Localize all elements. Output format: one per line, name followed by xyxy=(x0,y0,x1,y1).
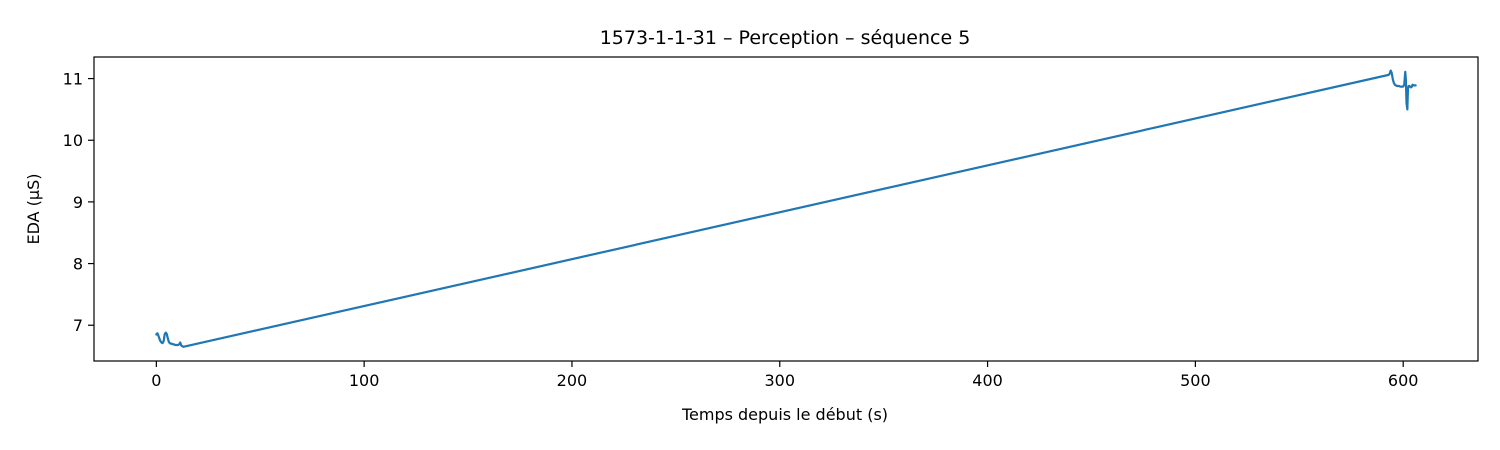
x-tick-label: 600 xyxy=(1388,371,1419,390)
x-tick-label: 0 xyxy=(151,371,161,390)
x-axis-label: Temps depuis le début (s) xyxy=(681,405,888,424)
x-tick-label: 200 xyxy=(557,371,588,390)
plot-area: 0 100 200 300 400 500 600 7 8 9 10 11 xyxy=(63,56,1479,390)
x-tick-label: 400 xyxy=(972,371,1003,390)
y-tick-label: 9 xyxy=(73,193,83,212)
series-line-1 xyxy=(155,69,1417,348)
y-tick-label: 11 xyxy=(63,70,83,89)
x-tick-label: 100 xyxy=(349,371,380,390)
y-tick-label: 8 xyxy=(73,255,83,274)
chart-title: 1573-1-1-31 – Perception – séquence 5 xyxy=(600,27,971,49)
y-axis-label: EDA (µS) xyxy=(24,174,43,245)
y-tick-label: 7 xyxy=(73,316,83,335)
x-tick-label: 300 xyxy=(764,371,795,390)
x-tick-label: 500 xyxy=(1180,371,1211,390)
y-tick-label: 10 xyxy=(63,131,83,150)
plot-frame xyxy=(93,56,1479,362)
